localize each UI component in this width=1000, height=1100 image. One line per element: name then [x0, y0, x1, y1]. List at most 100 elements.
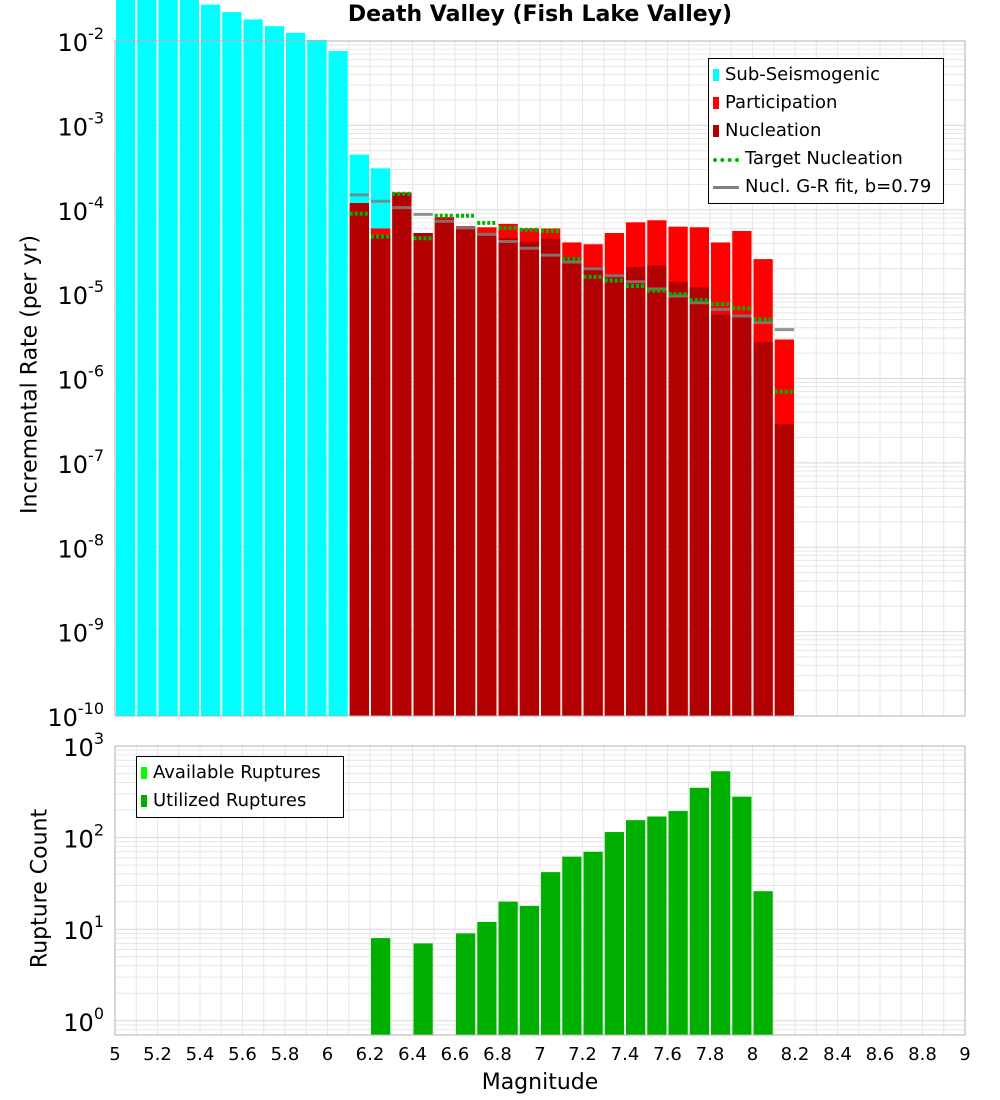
bar-nucleation	[562, 257, 582, 716]
legend-swatch-utilized-ruptures	[141, 795, 147, 807]
legend-swatch-nucleation	[713, 125, 719, 137]
bar-sub-seismogenic	[222, 12, 242, 716]
legend-label: Utilized Ruptures	[153, 790, 307, 811]
legend-swatch-participation	[713, 97, 719, 109]
x-tick-label: 6.2	[356, 1044, 385, 1065]
bar-nucleation	[711, 314, 731, 716]
bar-sub-seismogenic	[137, 0, 157, 717]
bar-utilized-ruptures	[456, 933, 476, 1035]
bar-sub-seismogenic	[286, 32, 306, 716]
bar-nucleation	[413, 233, 433, 716]
bar-utilized-ruptures	[753, 891, 773, 1035]
x-tick-label: 6.6	[441, 1044, 470, 1065]
bottom-y-axis-label: Rupture Count	[27, 808, 53, 969]
bottom-plot-frame	[114, 745, 966, 1036]
bar-utilized-ruptures	[626, 820, 646, 1035]
legend-item-nucleation: Nucleation	[709, 117, 943, 145]
bar-sub-seismogenic	[116, 0, 136, 717]
legend-line-target-nucleation	[713, 158, 739, 162]
legend-item-target-nucleation: Target Nucleation	[709, 145, 943, 173]
y-tick-label: 10-2	[58, 24, 105, 57]
bar-utilized-ruptures	[413, 943, 433, 1035]
y-tick-label: 100	[63, 1004, 104, 1037]
bar-nucleation	[647, 265, 667, 716]
bar-nucleation	[456, 227, 476, 716]
bar-sub-seismogenic	[179, 0, 199, 717]
bar-sub-seismogenic	[264, 26, 284, 717]
bar-sub-seismogenic	[243, 19, 263, 717]
y-tick-label: 10-3	[58, 108, 105, 141]
x-tick-label: 8.4	[823, 1044, 852, 1065]
x-tick-label: 8.2	[781, 1044, 810, 1065]
bar-nucleation	[349, 203, 369, 716]
x-tick-label: 6	[322, 1044, 333, 1065]
bar-utilized-ruptures	[647, 816, 667, 1035]
bar-utilized-ruptures	[604, 832, 624, 1035]
legend-label: Target Nucleation	[745, 148, 903, 169]
top-plot-frame	[114, 40, 966, 717]
x-tick-label: 8.8	[908, 1044, 937, 1065]
y-tick-label: 10-9	[58, 615, 105, 648]
top-panel: 10-10 10-9 10-8 10-7 10-6 10-5 10-4 10-3 10-2	[47, 0, 966, 732]
bar-nucleation	[626, 266, 646, 716]
x-tick-label: 6.8	[483, 1044, 512, 1065]
bottom-legend: Available Ruptures Utilized Ruptures	[136, 756, 344, 818]
bar-nucleation	[668, 281, 688, 716]
bar-nucleation	[604, 274, 624, 716]
y-tick-label: 10-7	[58, 446, 105, 479]
legend-item-participation: Participation	[709, 89, 943, 117]
legend-item-gr-fit: Nucl. G-R fit, b=0.79	[709, 173, 943, 201]
bar-sub-seismogenic	[201, 4, 221, 716]
bar-utilized-ruptures	[583, 851, 603, 1035]
bar-utilized-ruptures	[498, 901, 518, 1035]
bottom-panel: 100 101 102 103	[63, 729, 966, 1037]
y-tick-label: 103	[63, 729, 104, 762]
x-tick-label: 5.2	[143, 1044, 172, 1065]
x-tick-label: 7.4	[611, 1044, 640, 1065]
top-legend: Sub-Seismogenic Participation Nucleation…	[708, 58, 944, 204]
legend-line-gr-fit	[713, 186, 739, 189]
legend-item-utilized-ruptures: Utilized Ruptures	[137, 787, 343, 815]
legend-label: Available Ruptures	[153, 762, 321, 783]
x-tick-label: 7.6	[653, 1044, 682, 1065]
bar-utilized-ruptures	[541, 872, 561, 1035]
bar-nucleation	[477, 233, 497, 716]
x-tick-label: 5.8	[271, 1044, 300, 1065]
y-tick-label: 10-6	[58, 362, 105, 395]
bar-sub-seismogenic	[158, 0, 178, 717]
y-tick-label: 102	[63, 821, 104, 854]
x-tick-label: 7	[534, 1044, 545, 1065]
x-tick-label: 5.6	[228, 1044, 257, 1065]
bar-utilized-ruptures	[668, 811, 688, 1035]
x-tick-label: 7.8	[696, 1044, 725, 1065]
bar-sub-seismogenic	[328, 51, 348, 717]
legend-item-sub-seismogenic: Sub-Seismogenic	[709, 61, 943, 89]
y-tick-label: 10-5	[58, 277, 105, 310]
bar-utilized-ruptures	[689, 787, 709, 1035]
bar-nucleation	[392, 192, 412, 717]
bar-nucleation	[583, 266, 603, 716]
bar-nucleation	[753, 342, 773, 716]
x-tick-label: 8	[747, 1044, 758, 1065]
bar-utilized-ruptures	[519, 905, 539, 1035]
bar-nucleation	[689, 287, 709, 716]
legend-swatch-sub-seismogenic	[713, 69, 719, 81]
y-tick-label: 10-4	[58, 193, 105, 226]
x-tick-label: 7.2	[568, 1044, 597, 1065]
legend-swatch-available-ruptures	[141, 767, 147, 779]
legend-label: Participation	[725, 92, 838, 113]
legend-label: Sub-Seismogenic	[725, 64, 880, 85]
bar-utilized-ruptures	[562, 856, 582, 1035]
chart-title: Death Valley (Fish Lake Valley)	[347, 2, 733, 27]
legend-label: Nucl. G-R fit, b=0.79	[745, 176, 932, 197]
x-tick-label: 9	[959, 1044, 970, 1065]
x-tick-label: 8.6	[866, 1044, 895, 1065]
bar-nucleation	[541, 239, 561, 716]
bar-nucleation	[498, 238, 518, 716]
legend-item-available-ruptures: Available Ruptures	[137, 759, 343, 787]
bar-sub-seismogenic	[307, 39, 327, 716]
x-axis-label: Magnitude	[481, 1070, 599, 1095]
bar-nucleation	[434, 218, 454, 716]
